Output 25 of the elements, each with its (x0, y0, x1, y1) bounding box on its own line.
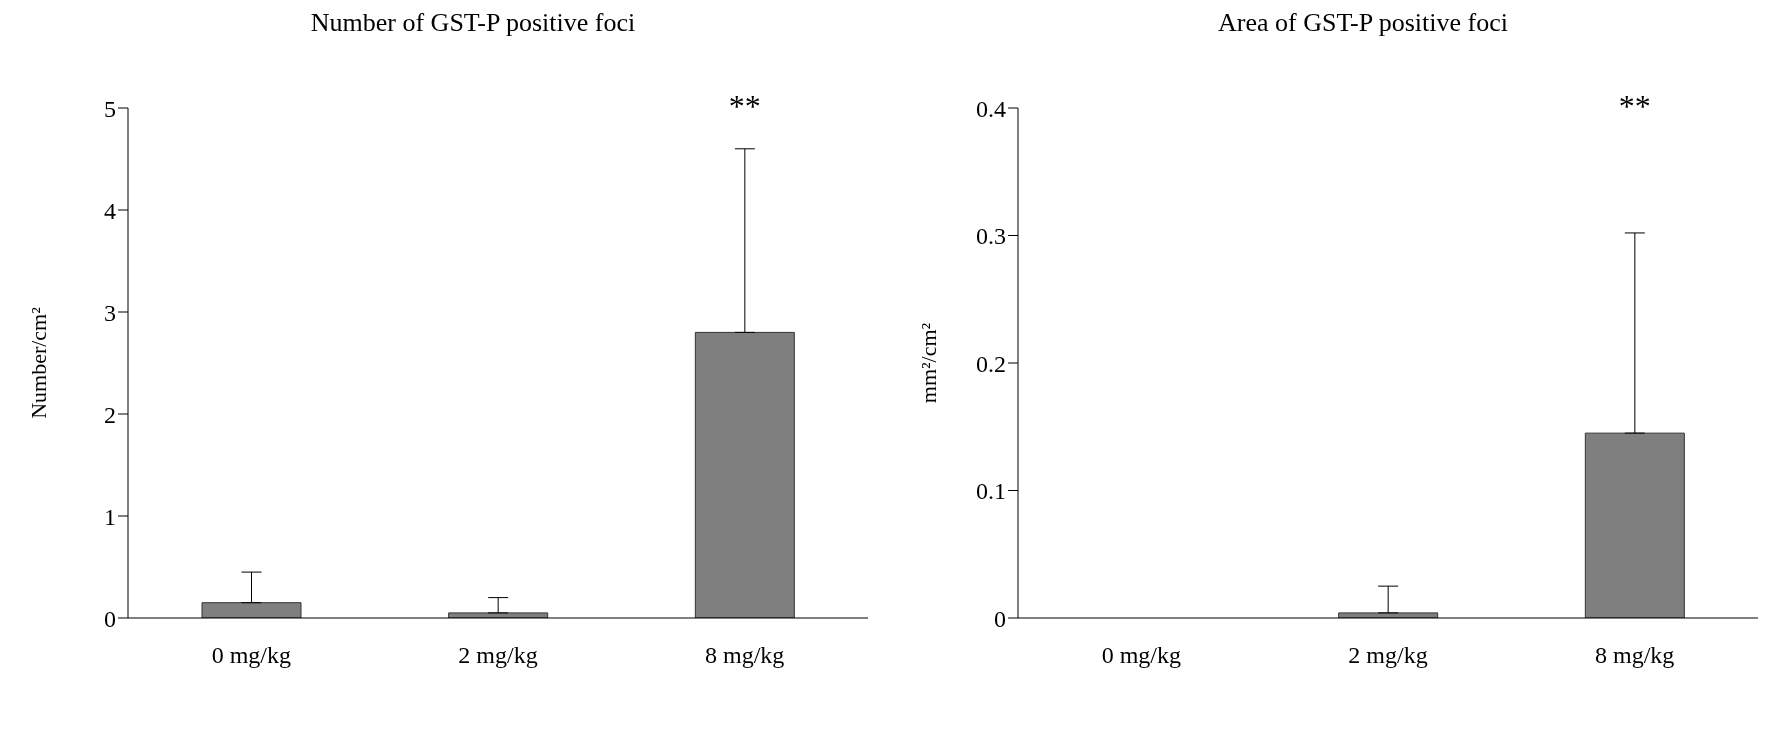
chart-title: Number of GST-P positive foci (309, 8, 637, 39)
x-tick-label: 0 mg/kg (1101, 642, 1182, 669)
y-tick-label: 0 (994, 605, 1006, 632)
bar (201, 602, 302, 618)
y-tick-label: 0.1 (976, 478, 1006, 505)
y-tick-label: 0.3 (976, 223, 1006, 250)
y-tick-label: 0.2 (976, 350, 1006, 377)
annotation: ** (727, 88, 762, 125)
y-tick-label: 0 (104, 605, 116, 632)
y-tick-label: 5 (104, 95, 116, 122)
annotation: ** (1617, 88, 1652, 125)
y-tick-label: 2 (104, 401, 116, 428)
x-tick-label: 8 mg/kg (704, 642, 785, 669)
chart-title: Area of GST-P positive foci (1217, 8, 1509, 39)
y-tick-label: 0.4 (976, 95, 1006, 122)
x-tick-label: 2 mg/kg (1348, 642, 1428, 669)
y-tick-label: 3 (104, 299, 116, 326)
y-axis-title: Number/cm² (25, 306, 51, 419)
x-tick-label: 8 mg/kg (1594, 642, 1675, 669)
y-tick-label: 4 (104, 197, 116, 224)
bar (694, 331, 795, 618)
y-tick-label: 1 (104, 503, 116, 530)
y-axis-title: mm²/cm² (915, 322, 941, 404)
x-tick-label: 2 mg/kg (458, 642, 538, 669)
x-tick-label: 0 mg/kg (211, 642, 292, 669)
